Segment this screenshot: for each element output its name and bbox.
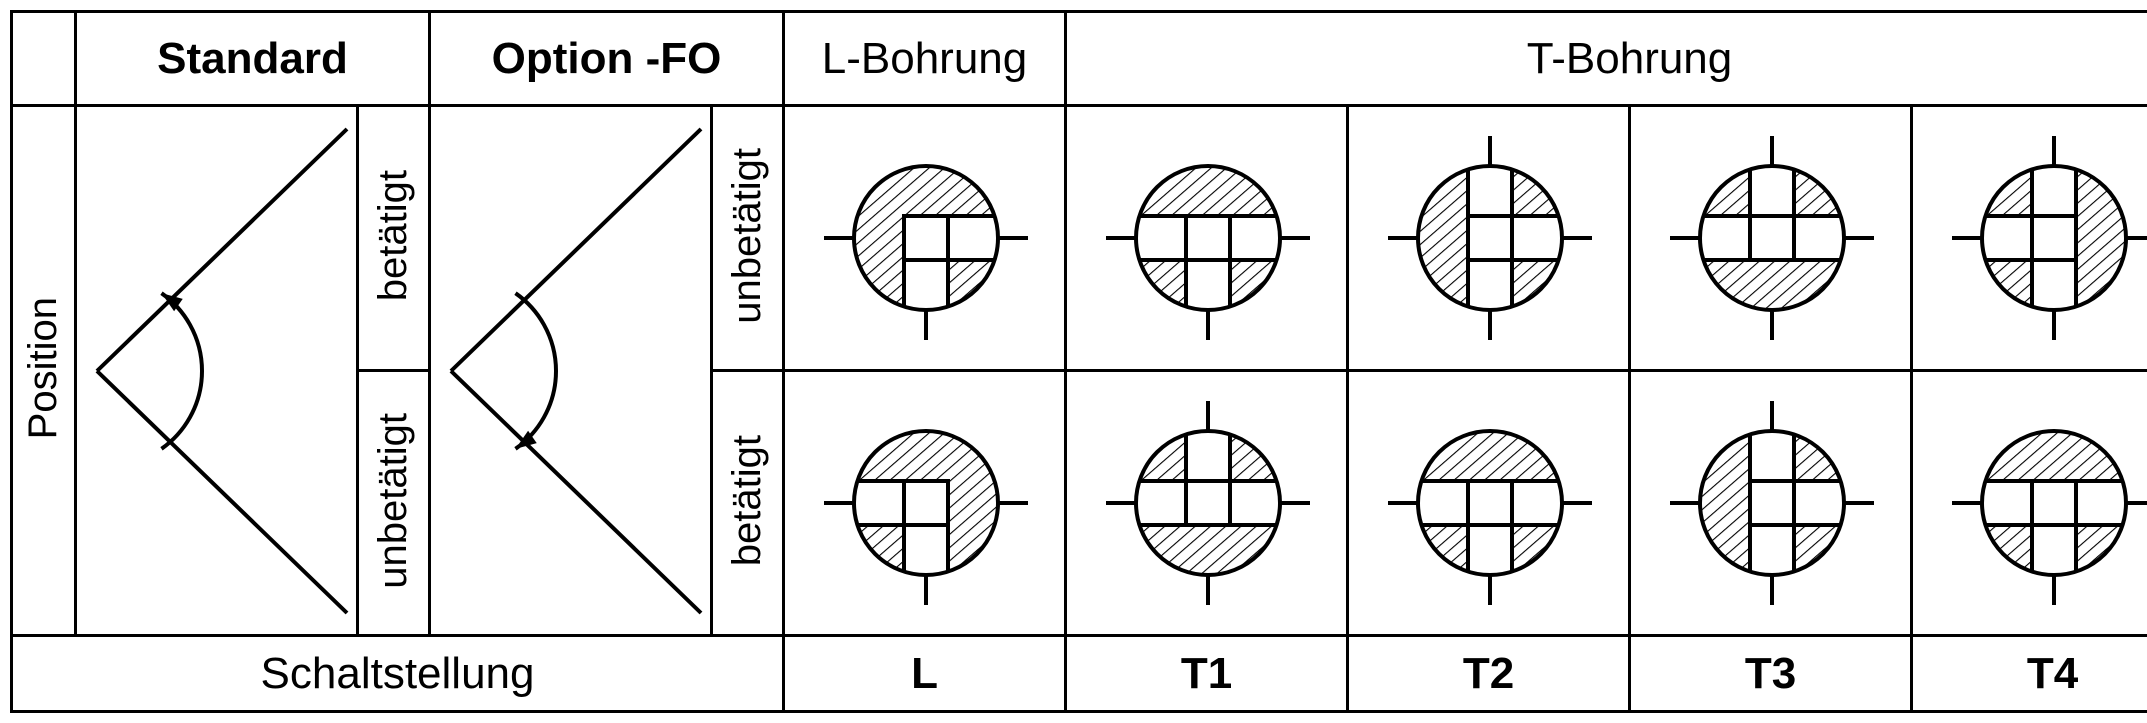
valve-L-row1 xyxy=(784,106,1066,371)
row-label-fo-top: unbetätigt xyxy=(712,106,784,371)
valve-T3-row2 xyxy=(1630,371,1912,636)
footer-schaltstellung: Schaltstellung xyxy=(12,636,784,712)
footer-code-T3: T3 xyxy=(1630,636,1912,712)
row-label-std-top: betätigt xyxy=(358,106,430,371)
valve-T2-row2 xyxy=(1348,371,1630,636)
header-blank xyxy=(12,12,76,106)
header-l-bohrung: L-Bohrung xyxy=(784,12,1066,106)
row-label-fo-bottom: betätigt xyxy=(712,371,784,636)
valve-position-table: Standard Option -FO L-Bohrung T-Bohrung … xyxy=(10,10,2147,713)
header-standard: Standard xyxy=(76,12,430,106)
footer-code-T1: T1 xyxy=(1066,636,1348,712)
valve-L-row2 xyxy=(784,371,1066,636)
valve-T4-row2 xyxy=(1912,371,2147,636)
footer-code-T2: T2 xyxy=(1348,636,1630,712)
footer-code-T4: T4 xyxy=(1912,636,2147,712)
valve-T4-row1 xyxy=(1912,106,2147,371)
footer-code-L: L xyxy=(784,636,1066,712)
valve-T1-row1 xyxy=(1066,106,1348,371)
row-label-position: Position xyxy=(12,106,76,636)
valve-T1-row2 xyxy=(1066,371,1348,636)
header-t-bohrung: T-Bohrung xyxy=(1066,12,2147,106)
actuator-standard xyxy=(76,106,358,636)
valve-T3-row1 xyxy=(1630,106,1912,371)
header-option-fo: Option -FO xyxy=(430,12,784,106)
actuator-option-fo xyxy=(430,106,712,636)
row-label-std-bottom: unbetätigt xyxy=(358,371,430,636)
valve-T2-row1 xyxy=(1348,106,1630,371)
